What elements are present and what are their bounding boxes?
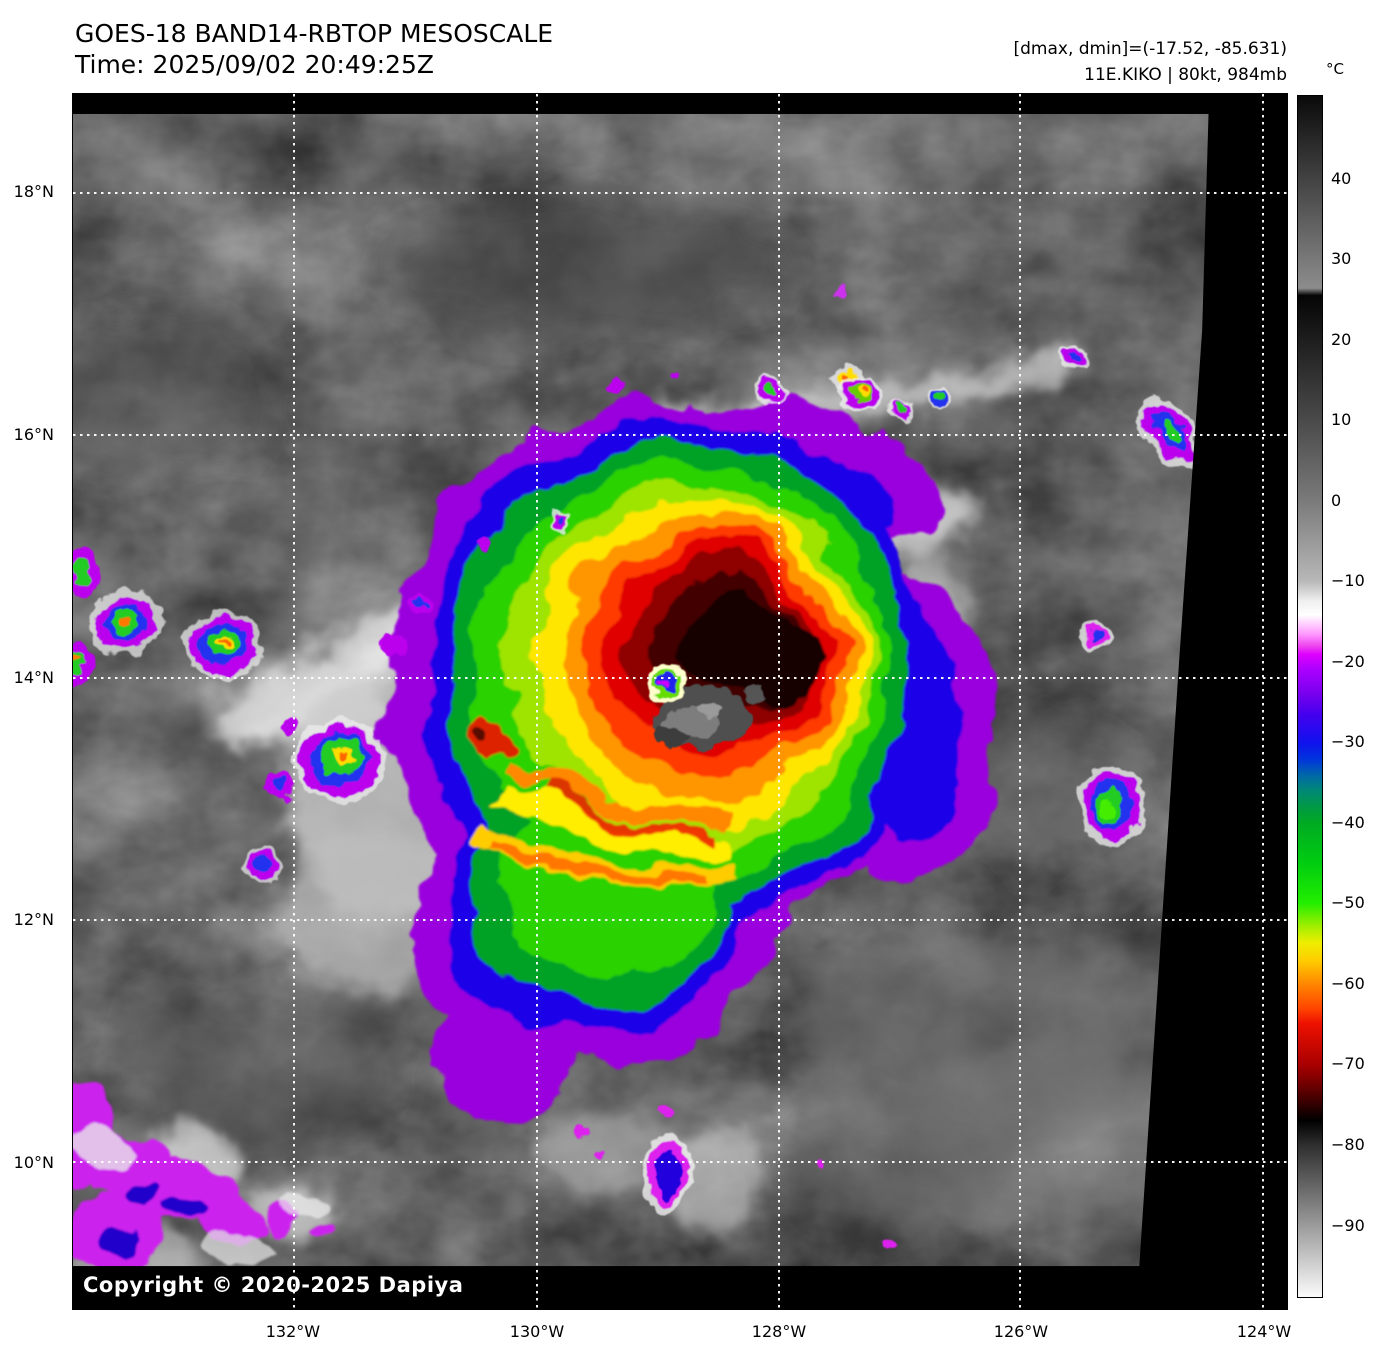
no-data-region <box>73 94 1287 1309</box>
product-title: GOES-18 BAND14-RBTOP MESOSCALE <box>75 19 554 48</box>
lat-label: 14°N <box>13 668 54 687</box>
copyright-notice: Copyright © 2020-2025 Dapiya <box>83 1273 464 1297</box>
colorbar-tick: −20 <box>1331 651 1365 671</box>
colorbar-tick: −40 <box>1331 812 1365 832</box>
colorbar-tick: 0 <box>1331 490 1342 510</box>
bottom-left-cold-field <box>73 1077 337 1271</box>
lon-label: 132°W <box>265 1322 321 1341</box>
colorbar-tick: −30 <box>1331 732 1365 752</box>
colorbar-tick: 20 <box>1331 329 1352 349</box>
satellite-image <box>73 94 1287 1309</box>
dmax-dmin-annotation: [dmax, dmin]=(-17.52, -85.631) <box>1013 39 1288 59</box>
colorbar-unit-label: °C <box>1326 60 1344 78</box>
lon-label: 128°W <box>751 1322 807 1341</box>
colorbar-tick: −90 <box>1331 1215 1365 1235</box>
lat-label: 10°N <box>13 1152 54 1172</box>
lat-label: 16°N <box>13 424 54 444</box>
colorbar-tick: 10 <box>1331 410 1352 430</box>
lon-label: 130°W <box>509 1322 565 1341</box>
convective-cells <box>73 286 1201 1256</box>
storm-intensity-annotation: 11E.KIKO | 80kt, 984mb <box>1084 65 1287 85</box>
lat-label: 12°N <box>13 910 54 930</box>
lat-label: 18°N <box>13 181 54 201</box>
satellite-map: Copyright © 2020-2025 Dapiya <box>72 93 1288 1310</box>
colorbar-tick: −60 <box>1331 973 1365 993</box>
colorbar-tick: −10 <box>1331 571 1365 591</box>
lon-label: 126°W <box>993 1322 1049 1341</box>
product-time: Time: 2025/09/02 20:49:25Z <box>75 50 434 79</box>
colorbar-tick: −70 <box>1331 1054 1365 1074</box>
title-block: GOES-18 BAND14-RBTOP MESOSCALE Time: 202… <box>75 18 553 80</box>
colorbar-tick: 30 <box>1331 249 1352 269</box>
gray-cloud-masses <box>73 198 1232 1233</box>
lon-label: 124°W <box>1236 1322 1292 1341</box>
colorbar-tick: −50 <box>1331 893 1365 913</box>
latitude-axis: 18°N 16°N 14°N 12°N 10°N <box>0 93 64 1310</box>
hurricane-eye-region <box>647 663 769 750</box>
colorbar-tick: 40 <box>1331 168 1352 188</box>
longitude-axis: 132°W 130°W 128°W 126°W 124°W <box>72 1322 1291 1346</box>
colorbar-tick-labels: 40 30 20 10 0 −10 −20 −30 −40 −50 −60 −70 −80 −90 <box>1331 95 1389 1298</box>
colorbar-tick: −80 <box>1331 1135 1365 1154</box>
temperature-colorbar <box>1297 95 1323 1298</box>
annotation-block: [dmax, dmin]=(-17.52, -85.631) 11E.KIKO … <box>1014 36 1288 88</box>
